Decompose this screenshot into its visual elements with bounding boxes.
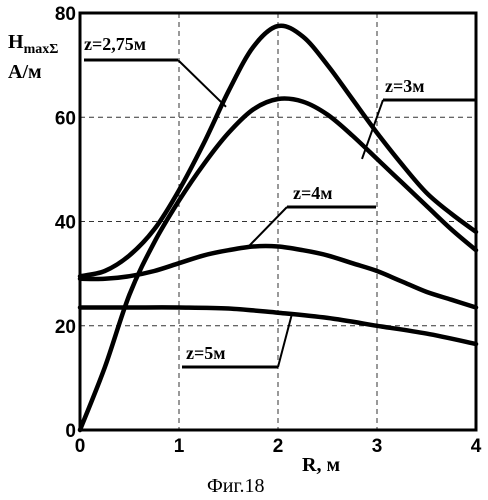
- x-tick-label: 4: [471, 436, 482, 457]
- label-z-5: z=5м: [186, 343, 226, 363]
- y-axis-title-main: H: [8, 31, 24, 53]
- label-z-3: z=3м: [385, 76, 425, 96]
- y-tick-label: 60: [55, 108, 76, 129]
- x-tick-label: 2: [273, 436, 284, 457]
- x-tick-label: 1: [174, 436, 185, 457]
- y-tick-label: 20: [55, 317, 76, 338]
- label-leader-lines: [84, 60, 476, 367]
- leader-line: [278, 314, 292, 367]
- y-axis-title-subscript: maxΣ: [24, 42, 59, 57]
- x-tick-label: 3: [372, 436, 383, 457]
- x-tick-label: 0: [75, 436, 86, 457]
- y-tick-label: 0: [65, 421, 76, 442]
- series-labels: z=2,75м z=3м z=4м z=5м: [82, 34, 427, 363]
- x-axis-title: R, м: [302, 454, 340, 476]
- y-axis-title: HmaxΣ: [8, 31, 58, 57]
- y-tick-label: 40: [55, 213, 76, 234]
- leader-line: [248, 207, 287, 247]
- figure-caption: Фиг.18: [207, 475, 264, 497]
- label-z-2-75: z=2,75м: [84, 34, 146, 54]
- label-z-4: z=4м: [293, 183, 333, 203]
- tick-labels: 01234020406080: [55, 4, 482, 457]
- leader-line: [178, 60, 226, 107]
- y-tick-label: 80: [55, 4, 76, 25]
- y-axis-unit: А/м: [8, 61, 42, 83]
- leader-line: [362, 100, 383, 159]
